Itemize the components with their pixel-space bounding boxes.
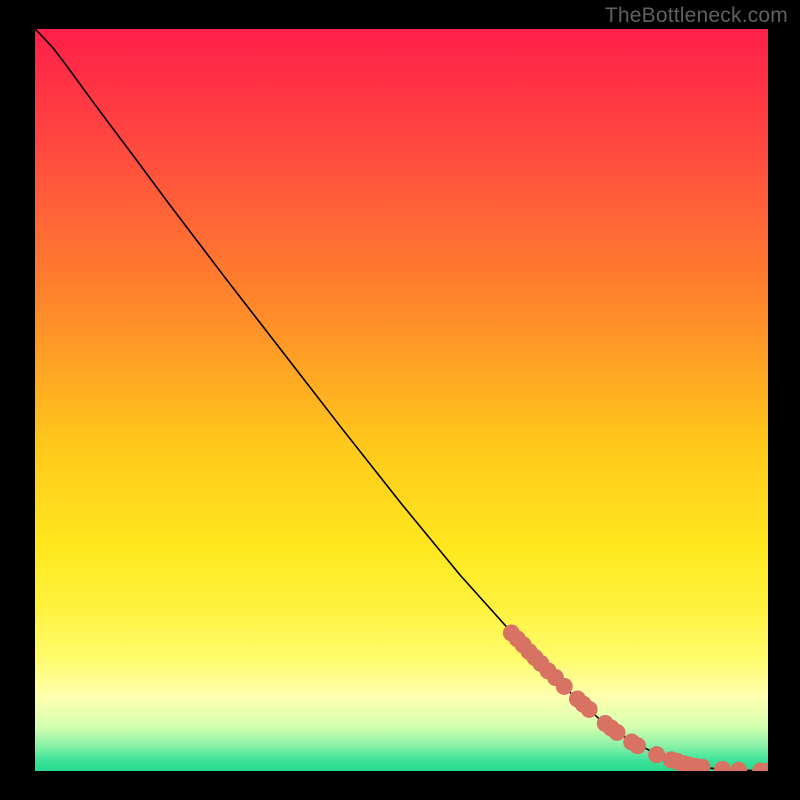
marker-dot [556,678,573,695]
plot-area [35,29,768,771]
gradient-background [35,29,768,771]
marker-dot [581,701,598,718]
chart-container: TheBottleneck.com [0,0,800,800]
marker-dot [609,724,626,741]
marker-dot [648,746,665,763]
chart-svg [35,29,768,771]
watermark-text: TheBottleneck.com [605,4,788,28]
marker-dot [629,737,646,754]
